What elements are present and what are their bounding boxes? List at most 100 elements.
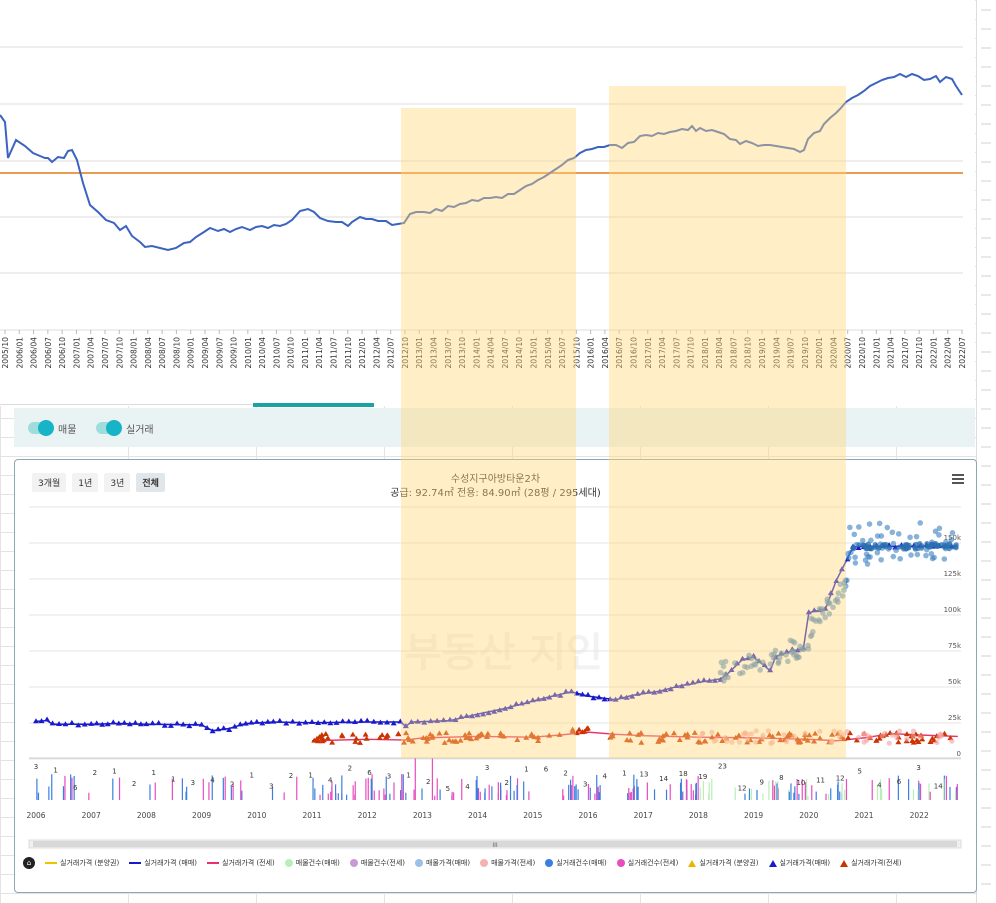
legend-item[interactable]: 매물건수(매매) — [284, 858, 340, 868]
volume-count-label: 4 — [465, 783, 470, 791]
transaction-toggle-switch[interactable] — [96, 420, 122, 436]
hamburger-menu-icon[interactable] — [952, 474, 964, 484]
listing-jeonse-dot — [864, 737, 870, 743]
listing-sale-dot — [852, 560, 859, 566]
sale-transaction-marker — [143, 721, 150, 727]
x-tick-label: 2015 — [523, 811, 542, 820]
top-x-tick-label: 2020/07 — [844, 337, 853, 369]
legend-item[interactable]: 매물건수(전세) — [349, 858, 405, 868]
jeonse-transaction-marker — [766, 732, 773, 738]
sale-transaction-marker — [198, 721, 205, 727]
legend-item[interactable]: 실거래가격(매매) — [768, 858, 831, 868]
jeonse-transaction-marker — [655, 738, 662, 744]
sale-transaction-marker — [155, 720, 162, 726]
jeonse-transaction-marker — [660, 733, 667, 739]
top-x-tick-label: 2018/10 — [744, 337, 753, 369]
sale-transaction-marker — [358, 717, 365, 723]
top-x-tick-label: 2010/01 — [244, 337, 253, 369]
listing-jeonse-dot — [844, 729, 850, 735]
x-tick-label: 2010 — [247, 811, 266, 820]
top-x-tick-label: 2010/10 — [287, 337, 296, 369]
jeonse-transaction-marker — [701, 738, 708, 744]
top-x-tick-label: 2017/04 — [658, 337, 667, 369]
sale-transaction-marker — [204, 724, 211, 730]
sale-transaction-marker — [518, 700, 525, 706]
jeonse-transaction-marker — [395, 730, 402, 736]
listing-sale-dot — [872, 542, 878, 548]
right-scroll-strip[interactable] — [976, 0, 996, 903]
legend-item[interactable]: 실거래건수(매매) — [545, 858, 607, 868]
range-button-all[interactable]: 전체 — [136, 473, 165, 492]
jeonse-transaction-marker — [362, 731, 369, 737]
legend-label: 실거래가격 (분양권) — [699, 859, 759, 867]
legend-item[interactable]: 실거래가격(전세) — [840, 858, 902, 868]
listing-sale-dot — [824, 598, 831, 605]
active-tab-indicator[interactable] — [253, 403, 374, 407]
range-button-1y[interactable]: 1년 — [72, 473, 99, 492]
jeonse-transaction-marker — [484, 730, 491, 736]
listing-sale-dot — [866, 521, 873, 527]
legend-item[interactable]: 실거래가격 (전세) — [207, 858, 275, 868]
sale-transaction-marker — [209, 728, 216, 734]
top-x-tick-label: 2014/07 — [501, 337, 510, 369]
top-x-tick-label: 2007/07 — [101, 337, 110, 369]
top-x-tick-label: 2019/04 — [772, 337, 781, 369]
listing-toggle[interactable]: 매물 — [28, 420, 76, 436]
legend-item[interactable]: 매물가격(전세) — [480, 858, 535, 868]
jeonse-transaction-marker — [352, 738, 359, 744]
legend-item[interactable]: 실거래가격 (분양권) — [45, 858, 119, 868]
legend-item[interactable]: 실거래가격 (매매) — [129, 858, 197, 868]
sale-transaction-marker — [579, 691, 586, 697]
jeonse-transaction-marker — [829, 731, 836, 737]
listing-sale-dot — [941, 556, 948, 562]
top-x-tick-label: 2006/01 — [15, 337, 24, 369]
listing-jeonse-dot — [769, 739, 776, 745]
listing-toggle-switch[interactable] — [28, 420, 54, 436]
jeonse-transaction-marker — [663, 730, 670, 736]
volume-count-label: 18 — [679, 770, 688, 778]
volume-count-label: 3 — [485, 764, 489, 772]
jeonse-transaction-marker — [795, 738, 802, 744]
sale-transaction-marker — [126, 721, 133, 727]
top-x-tick-label: 2015/01 — [529, 337, 538, 369]
legend-label: 실거래가격(매매) — [779, 859, 831, 867]
transaction-toggle[interactable]: 실거래 — [96, 420, 154, 436]
legend-item[interactable]: 매물가격(매매) — [415, 858, 470, 868]
listing-sale-dot — [924, 541, 930, 547]
jeonse-transaction-marker — [497, 730, 504, 736]
jeonse-transaction-marker — [626, 730, 633, 736]
jeonse-transaction-marker — [656, 736, 663, 742]
jeonse-transaction-marker — [684, 731, 691, 737]
listing-sale-dot — [741, 663, 748, 670]
listing-sale-dot — [936, 525, 943, 532]
range-button-3m[interactable]: 3개월 — [32, 473, 67, 492]
listing-jeonse-dot — [856, 734, 862, 741]
range-button-3y[interactable]: 3년 — [104, 473, 131, 492]
listing-sale-dot — [863, 545, 869, 552]
sale-transaction-marker — [149, 720, 156, 726]
jeonse-transaction-marker — [684, 734, 691, 740]
sale-transaction-marker — [81, 721, 88, 727]
top-x-tick-label: 2018/07 — [729, 337, 738, 369]
listing-sale-dot — [874, 549, 881, 556]
listing-jeonse-dot — [910, 728, 917, 734]
listing-sale-dot — [830, 604, 836, 611]
sale-price-line — [35, 545, 958, 732]
volume-count-label: 5 — [446, 785, 450, 793]
sale-transaction-marker — [855, 545, 862, 551]
jeonse-transaction-marker — [376, 735, 383, 741]
sale-transaction-marker — [215, 726, 222, 732]
y-tick-label: 125k — [944, 570, 962, 578]
sale-transaction-marker — [761, 662, 768, 668]
legend-label: 매물건수(매매) — [295, 859, 340, 867]
legend-item[interactable]: 실거래가격 (분양권) — [688, 858, 759, 868]
jeonse-transaction-marker — [635, 731, 642, 737]
listing-sale-dot — [757, 667, 763, 673]
sale-transaction-marker — [248, 719, 255, 725]
volume-count-label: 4 — [603, 773, 608, 781]
listing-jeonse-dot — [711, 738, 717, 744]
legend-item[interactable]: 실거래건수(전세) — [616, 858, 678, 868]
listing-sale-dot — [785, 658, 791, 665]
listing-jeonse-dot — [802, 730, 808, 736]
sale-transaction-marker — [491, 708, 498, 714]
